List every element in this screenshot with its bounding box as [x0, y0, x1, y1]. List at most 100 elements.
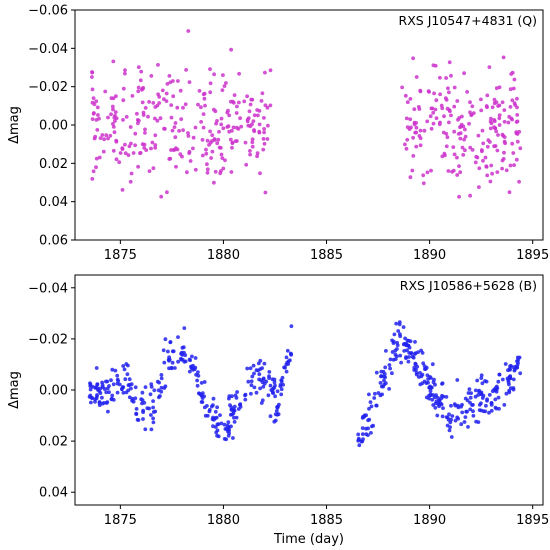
data-point — [412, 365, 417, 370]
data-point — [128, 179, 133, 184]
data-point — [189, 365, 194, 370]
data-point — [367, 406, 371, 411]
data-point — [362, 413, 367, 418]
data-point — [284, 369, 289, 374]
data-point — [159, 389, 164, 394]
data-point — [508, 87, 513, 92]
data-point — [447, 108, 452, 112]
data-point — [481, 141, 486, 146]
data-point — [200, 138, 205, 142]
data-point — [502, 150, 506, 155]
data-point — [404, 356, 408, 360]
data-point — [493, 144, 498, 148]
data-point — [436, 401, 441, 406]
data-point — [496, 395, 501, 400]
x-tick-label: 1875 — [104, 513, 137, 528]
data-point — [502, 108, 507, 112]
data-point — [518, 146, 523, 151]
data-point — [438, 120, 442, 125]
data-point — [250, 144, 255, 149]
data-point — [133, 396, 138, 401]
data-point — [111, 122, 115, 126]
data-point — [218, 413, 222, 417]
data-point — [261, 384, 266, 389]
data-point — [479, 108, 484, 113]
data-point — [140, 100, 145, 105]
data-point — [190, 354, 194, 359]
data-point — [193, 356, 198, 360]
data-point — [245, 117, 250, 122]
data-point — [232, 404, 237, 409]
data-point — [104, 390, 109, 395]
data-point — [252, 129, 257, 134]
y-tick-label: 0.04 — [39, 486, 68, 501]
data-point — [141, 417, 145, 421]
data-point — [273, 412, 278, 417]
data-point — [282, 365, 286, 370]
data-point — [513, 103, 518, 107]
data-point — [449, 73, 453, 78]
data-point — [266, 393, 271, 398]
data-point — [100, 133, 105, 137]
data-point — [183, 102, 188, 107]
data-point — [447, 90, 451, 95]
data-point — [493, 397, 498, 402]
data-point — [489, 401, 494, 405]
data-point — [273, 418, 278, 423]
data-point — [443, 96, 448, 100]
data-point — [511, 86, 516, 91]
data-point — [425, 119, 430, 124]
data-point — [462, 137, 466, 142]
data-point — [444, 144, 449, 149]
data-point — [94, 366, 99, 370]
data-point — [382, 372, 387, 376]
data-point — [414, 75, 419, 79]
data-point — [166, 349, 170, 354]
data-point — [455, 173, 460, 177]
data-point — [422, 379, 427, 384]
data-point — [212, 180, 216, 185]
data-point — [266, 123, 270, 128]
data-point — [246, 379, 251, 384]
data-point — [508, 163, 513, 168]
data-point — [272, 380, 277, 385]
data-point — [429, 106, 434, 111]
data-point — [219, 152, 224, 157]
data-point — [120, 188, 125, 192]
data-point — [273, 383, 277, 388]
data-point — [111, 125, 116, 129]
panel-bottom: 1875 1880 1885 1890 1895 −0.04 −0.02 0.00 0.02 0.… — [7, 274, 549, 547]
data-point — [412, 107, 417, 112]
data-point — [490, 171, 494, 176]
data-point — [162, 126, 167, 131]
data-point — [463, 134, 468, 139]
data-point — [376, 391, 381, 395]
data-point — [199, 400, 204, 404]
data-point — [127, 144, 132, 149]
data-point — [476, 420, 481, 424]
data-point — [248, 152, 253, 157]
data-point — [255, 154, 259, 159]
x-tick-label: 1875 — [104, 248, 137, 263]
data-point — [262, 141, 267, 146]
data-point — [407, 355, 411, 359]
data-point — [88, 393, 93, 398]
data-point — [115, 381, 120, 386]
data-point — [399, 360, 403, 365]
data-point — [391, 341, 396, 345]
data-point — [208, 67, 212, 71]
data-point — [430, 362, 435, 367]
data-point — [426, 89, 431, 93]
data-point — [94, 118, 99, 122]
data-point — [492, 118, 497, 122]
data-point — [176, 359, 181, 364]
data-point — [459, 124, 463, 129]
data-point — [265, 105, 270, 110]
data-point — [97, 403, 102, 407]
data-point — [461, 153, 466, 157]
data-point — [221, 73, 225, 77]
data-point — [155, 118, 160, 123]
data-point — [417, 375, 421, 379]
data-point — [106, 409, 110, 414]
data-point — [413, 130, 418, 135]
